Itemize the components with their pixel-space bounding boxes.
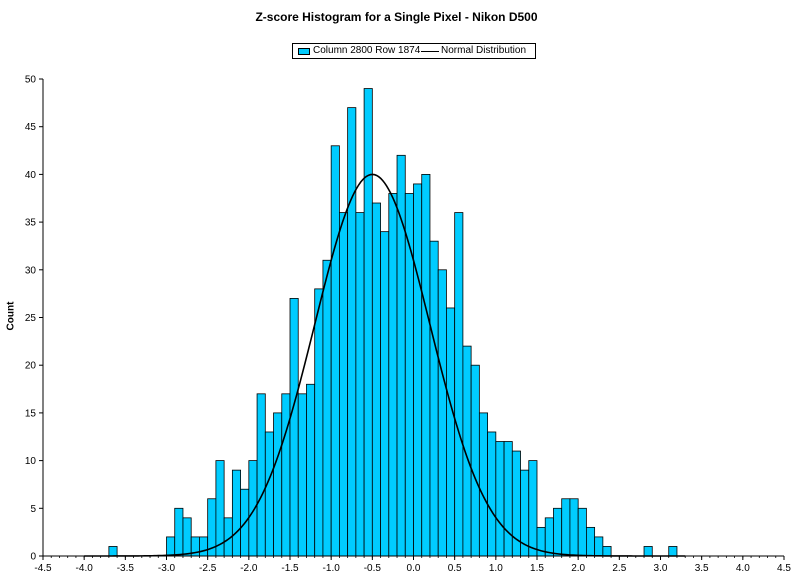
- y-tick-label: 15: [25, 408, 37, 419]
- x-tick-label: 4.0: [736, 563, 750, 574]
- histogram-bar: [166, 536, 176, 557]
- histogram-bar: [380, 231, 390, 557]
- histogram-bar: [470, 364, 480, 557]
- y-tick-label: 25: [25, 313, 37, 324]
- x-tick-label: -1.0: [323, 563, 341, 574]
- histogram-bar: [478, 412, 488, 557]
- histogram-bar: [643, 546, 653, 557]
- legend-swatch-normal: [421, 51, 439, 52]
- histogram-bar: [553, 507, 563, 557]
- histogram-bar: [569, 498, 579, 557]
- histogram-bar: [421, 173, 431, 557]
- x-tick-label: -3.5: [117, 563, 135, 574]
- histogram-bar: [347, 107, 357, 557]
- histogram-bar: [297, 393, 307, 557]
- x-tick-label: -1.5: [281, 563, 299, 574]
- histogram-bar: [561, 498, 571, 557]
- histogram-bar: [396, 154, 406, 557]
- histogram-bar: [487, 431, 497, 557]
- y-tick-label: 10: [25, 456, 37, 467]
- histogram-bar: [544, 517, 554, 557]
- x-tick-label: 2.5: [612, 563, 626, 574]
- histogram-bar: [273, 412, 283, 557]
- chart-title: Z-score Histogram for a Single Pixel - N…: [255, 10, 538, 24]
- histogram-bar: [371, 202, 381, 557]
- histogram-bar: [363, 88, 373, 557]
- legend: Column 2800 Row 1874 Normal Distribution: [292, 43, 536, 59]
- x-tick-label: 4.5: [777, 563, 791, 574]
- histogram-bar: [437, 269, 447, 557]
- histogram-bar: [594, 536, 604, 557]
- y-tick-label: 5: [30, 504, 36, 515]
- histogram-bar: [495, 441, 505, 557]
- histogram-bar: [330, 145, 340, 557]
- histogram-bar: [289, 298, 299, 557]
- y-tick-label: 40: [25, 170, 37, 181]
- histogram-bar: [281, 393, 291, 557]
- histogram-bar: [503, 441, 513, 557]
- histogram-bar: [602, 546, 612, 557]
- histogram-bar: [256, 393, 266, 557]
- y-tick-label: 30: [25, 265, 37, 276]
- histogram-bar: [429, 240, 439, 557]
- histogram-bar: [388, 193, 398, 557]
- x-tick-label: -2.0: [240, 563, 258, 574]
- histogram-bar: [446, 307, 456, 557]
- histogram-bar: [231, 469, 241, 557]
- x-tick-label: 0.5: [448, 563, 462, 574]
- x-tick-label: 1.5: [530, 563, 544, 574]
- x-tick-label: 2.0: [571, 563, 585, 574]
- histogram-bar: [338, 212, 349, 557]
- histogram-bar: [668, 546, 678, 557]
- x-tick-label: -0.5: [364, 563, 382, 574]
- legend-label-normal: Normal Distribution: [441, 45, 527, 56]
- x-tick-label: -2.5: [199, 563, 217, 574]
- x-tick-label: -4.0: [76, 563, 94, 574]
- histogram-bar: [511, 450, 521, 557]
- y-tick-label: 45: [25, 122, 37, 133]
- histogram-bar: [528, 460, 538, 557]
- histogram-bar: [215, 460, 225, 557]
- x-tick-label: -3.0: [158, 563, 176, 574]
- legend-label-histogram: Column 2800 Row 1874: [313, 45, 421, 56]
- histogram-bar: [108, 546, 118, 557]
- y-tick-label: 20: [25, 361, 37, 372]
- histogram-bar: [199, 536, 209, 557]
- x-tick-label: 3.0: [654, 563, 668, 574]
- y-tick-label: 35: [25, 218, 37, 229]
- legend-swatch-histogram: [298, 48, 310, 55]
- histogram-bar: [454, 212, 464, 557]
- y-tick-label: 50: [25, 75, 37, 86]
- x-tick-label: 1.0: [489, 563, 503, 574]
- x-tick-label: -4.5: [34, 563, 52, 574]
- histogram-bar: [586, 526, 596, 557]
- histogram-bar: [314, 288, 324, 557]
- histogram-bar: [182, 517, 192, 557]
- histogram-bar: [355, 212, 365, 557]
- histogram-bar: [322, 259, 332, 557]
- x-tick-label: 3.5: [695, 563, 709, 574]
- histogram-bar: [577, 507, 587, 557]
- histogram-bar: [248, 460, 258, 557]
- y-tick-label: 0: [30, 552, 36, 563]
- histogram-bar: [264, 431, 274, 557]
- normal-distribution-curve: [84, 173, 686, 557]
- x-tick-label: 0.0: [407, 563, 421, 574]
- histogram-bar: [174, 507, 184, 557]
- histogram-bar: [306, 383, 316, 557]
- histogram-bar: [413, 183, 423, 557]
